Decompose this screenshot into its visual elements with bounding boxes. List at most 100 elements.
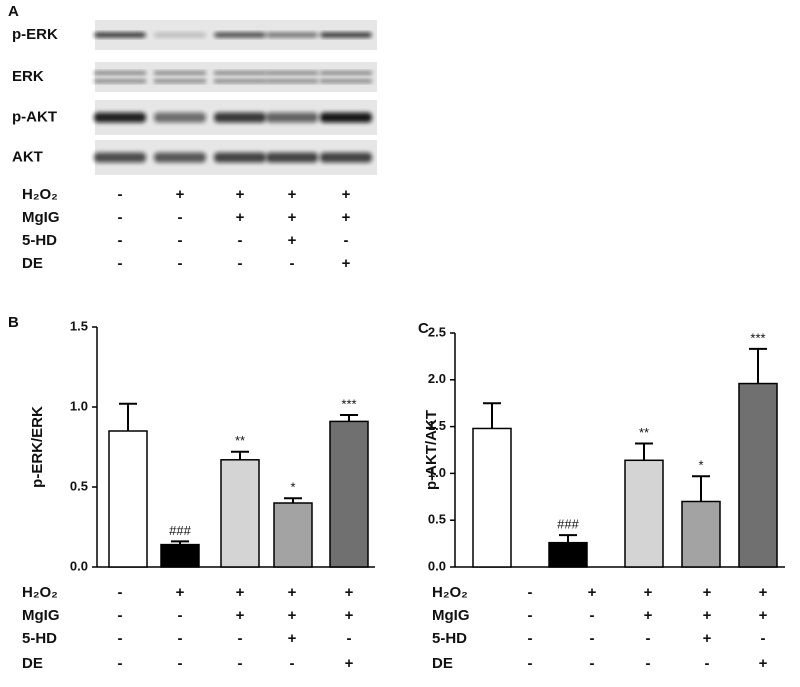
- blot-label: p-AKT: [12, 108, 57, 125]
- condition-sign: -: [528, 630, 533, 647]
- y-tick-label: 1.0: [428, 465, 446, 480]
- condition-label: MgIG: [22, 209, 60, 226]
- condition-sign: -: [590, 607, 595, 624]
- blot-band: [266, 32, 318, 38]
- bar: [160, 543, 200, 568]
- condition-sign: +: [288, 584, 297, 601]
- blot-label: p-ERK: [12, 26, 58, 43]
- y-tick-label: 1.5: [70, 318, 88, 333]
- condition-label: MgIG: [22, 607, 60, 624]
- y-tick-label: 1.0: [70, 398, 88, 413]
- blot-band: [320, 152, 372, 163]
- condition-sign: -: [646, 655, 651, 672]
- blot-band: [94, 79, 146, 83]
- condition-sign: -: [528, 607, 533, 624]
- condition-sign: -: [646, 630, 651, 647]
- significance-label: *: [698, 458, 703, 473]
- condition-label: H₂O₂: [22, 584, 58, 601]
- condition-sign: +: [759, 607, 768, 624]
- blot-band: [320, 79, 372, 83]
- condition-label: DE: [22, 255, 43, 272]
- condition-sign: +: [342, 255, 351, 272]
- condition-sign: -: [290, 655, 295, 672]
- y-tick-label: 0.0: [70, 558, 88, 573]
- significance-label: **: [235, 433, 245, 448]
- condition-sign: -: [238, 655, 243, 672]
- condition-label: H₂O₂: [432, 584, 468, 601]
- condition-sign: -: [590, 630, 595, 647]
- significance-label: **: [639, 425, 649, 440]
- condition-sign: +: [176, 186, 185, 203]
- significance-label: ###: [557, 517, 579, 532]
- condition-sign: -: [118, 255, 123, 272]
- bar: [472, 427, 512, 568]
- condition-sign: +: [236, 186, 245, 203]
- condition-sign: +: [236, 209, 245, 226]
- blot-band: [94, 112, 146, 123]
- significance-label: ***: [750, 330, 765, 345]
- condition-sign: +: [759, 584, 768, 601]
- blot-band: [320, 112, 372, 123]
- condition-sign: -: [238, 255, 243, 272]
- panel-letter: C: [418, 320, 429, 337]
- bar: [548, 541, 588, 568]
- blot-band: [266, 112, 318, 123]
- blot-band: [154, 79, 206, 83]
- condition-sign: -: [178, 255, 183, 272]
- significance-label: ###: [169, 523, 191, 538]
- condition-sign: -: [118, 232, 123, 249]
- blot-label: ERK: [12, 68, 44, 85]
- condition-sign: -: [118, 584, 123, 601]
- blot-band: [94, 152, 146, 163]
- condition-sign: -: [590, 655, 595, 672]
- condition-sign: +: [703, 630, 712, 647]
- y-tick-label: 1.5: [428, 418, 446, 433]
- blot-background: [95, 62, 377, 92]
- blot-band: [154, 71, 206, 75]
- condition-sign: -: [761, 630, 766, 647]
- condition-sign: +: [236, 607, 245, 624]
- condition-sign: +: [176, 584, 185, 601]
- condition-label: 5-HD: [22, 232, 57, 249]
- condition-sign: +: [345, 584, 354, 601]
- blot-band: [214, 32, 266, 38]
- panel-letter: B: [8, 314, 19, 331]
- condition-sign: +: [236, 584, 245, 601]
- blot-band: [94, 71, 146, 75]
- y-tick-label: 2.0: [428, 371, 446, 386]
- condition-sign: -: [178, 232, 183, 249]
- blot-band: [214, 152, 266, 163]
- blot-band: [154, 152, 206, 163]
- condition-sign: +: [342, 186, 351, 203]
- significance-label: ***: [341, 396, 356, 411]
- blot-band: [214, 71, 266, 75]
- y-axis-label: p-ERK/ERK: [29, 406, 46, 488]
- condition-sign: +: [288, 630, 297, 647]
- condition-sign: +: [288, 607, 297, 624]
- blot-band: [94, 32, 146, 38]
- condition-sign: -: [178, 630, 183, 647]
- condition-sign: -: [344, 232, 349, 249]
- bar: [329, 420, 369, 568]
- condition-sign: +: [703, 584, 712, 601]
- bar: [108, 430, 148, 568]
- condition-sign: -: [178, 209, 183, 226]
- condition-sign: -: [238, 232, 243, 249]
- y-tick-label: 2.5: [428, 324, 446, 339]
- condition-sign: -: [178, 655, 183, 672]
- condition-sign: +: [644, 607, 653, 624]
- panel-letter: A: [8, 3, 19, 20]
- condition-sign: +: [288, 209, 297, 226]
- condition-label: DE: [22, 655, 43, 672]
- bar: [738, 382, 778, 568]
- blot-band: [266, 71, 318, 75]
- bar: [273, 502, 313, 568]
- condition-sign: -: [528, 655, 533, 672]
- condition-sign: -: [118, 186, 123, 203]
- condition-sign: +: [703, 607, 712, 624]
- bar: [624, 459, 664, 568]
- condition-sign: -: [290, 255, 295, 272]
- condition-label: 5-HD: [432, 630, 467, 647]
- condition-sign: +: [288, 186, 297, 203]
